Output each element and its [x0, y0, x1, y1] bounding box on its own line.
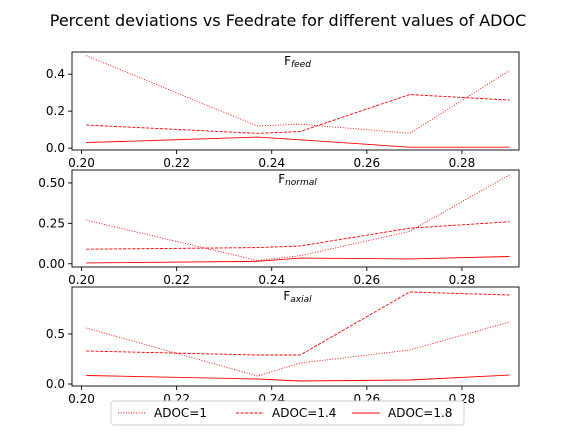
legend-label: ADOC=1 — [154, 406, 207, 420]
subplot-title-subscript: axial — [290, 295, 312, 305]
legend: ADOC=1 ADOC=1.4 ADOC=1.8 — [110, 400, 465, 426]
series-line-dotted — [86, 321, 510, 377]
y-tick-label: 0.50 — [38, 176, 65, 190]
x-tick-label: 0.20 — [68, 273, 95, 287]
axes-frame — [71, 51, 520, 151]
y-tick-label: 0.0 — [46, 141, 65, 155]
axes-frame — [71, 286, 520, 387]
series-line-dashed — [86, 221, 510, 250]
x-tick-label: 0.26 — [353, 273, 380, 287]
x-tick-label: 0.28 — [449, 273, 476, 287]
y-tick-label: 0.2 — [46, 104, 65, 118]
series-line-solid — [86, 256, 510, 264]
subplot-title: Faxial — [283, 289, 312, 305]
subplot-title: Fnormal — [278, 172, 317, 188]
subplot-feed: 0.20 0.22 0.24 0.26 0.28 0.0 0.2 0.4 Ffeed — [46, 51, 520, 170]
legend-label: ADOC=1.4 — [272, 406, 336, 420]
legend-label: ADOC=1.8 — [388, 406, 452, 420]
x-tick-label: 0.26 — [353, 156, 380, 170]
x-tick-label: 0.22 — [163, 273, 190, 287]
x-tick-label: 0.22 — [163, 156, 190, 170]
subplot-title-main: F — [283, 289, 290, 303]
x-tick-label: 0.28 — [449, 156, 476, 170]
x-tick-label: 0.24 — [258, 156, 285, 170]
figure-title: Percent deviations vs Feedrate for diffe… — [50, 11, 527, 30]
series-line-dashed — [86, 291, 510, 356]
y-tick-label: 0.25 — [38, 216, 65, 230]
subplot-title-main: F — [284, 54, 291, 68]
subplot-title-main: F — [278, 172, 285, 186]
y-tick-label: 0.4 — [46, 67, 65, 81]
x-tick-label: 0.20 — [68, 156, 95, 170]
x-tick-label: 0.20 — [68, 392, 95, 406]
y-tick-label: 0.00 — [38, 257, 65, 271]
series-line-solid — [86, 374, 510, 382]
series-line-solid — [86, 136, 510, 148]
subplot-title: Ffeed — [284, 54, 311, 70]
y-tick-label: 0.5 — [46, 327, 65, 341]
legend-box — [110, 400, 465, 426]
axes-frame — [71, 169, 520, 268]
subplot-title-subscript: normal — [285, 178, 317, 188]
x-tick-label: 0.24 — [258, 273, 285, 287]
subplot-normal: 0.20 0.22 0.24 0.26 0.28 0.00 0.25 0.50 Fnormal — [38, 169, 520, 287]
series-line-dashed — [86, 94, 510, 134]
series-line-dotted — [86, 174, 510, 261]
subplot-title-subscript: feed — [291, 60, 311, 70]
y-tick-label: 0.0 — [46, 377, 65, 391]
